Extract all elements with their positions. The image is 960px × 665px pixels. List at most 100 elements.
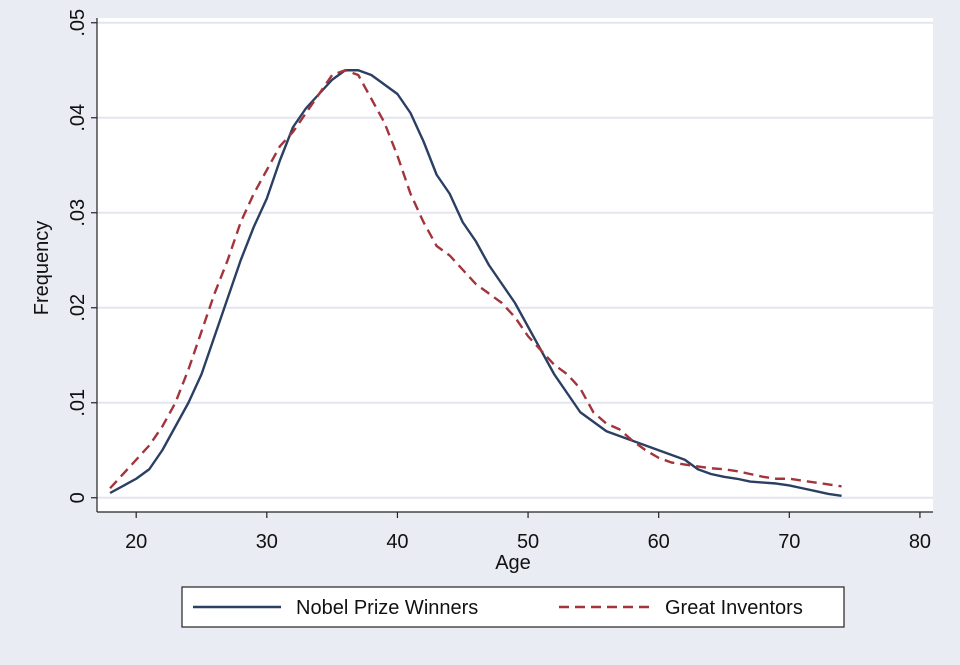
x-tick-label: 80 bbox=[909, 531, 931, 553]
data-point bbox=[356, 68, 360, 72]
grid-lines bbox=[97, 21, 933, 499]
data-point bbox=[827, 492, 831, 496]
data-point bbox=[565, 391, 569, 395]
legend-label: Great Inventors bbox=[665, 597, 803, 619]
data-point bbox=[278, 144, 282, 148]
data-point bbox=[487, 263, 491, 267]
data-point bbox=[213, 292, 217, 296]
data-point bbox=[526, 334, 530, 338]
data-point bbox=[578, 387, 582, 391]
data-point bbox=[435, 173, 439, 177]
data-point bbox=[539, 349, 543, 353]
data-point bbox=[108, 486, 112, 490]
data-point bbox=[787, 477, 791, 481]
data-point bbox=[657, 456, 661, 460]
data-point bbox=[748, 472, 752, 476]
data-point bbox=[186, 368, 190, 372]
data-point bbox=[827, 482, 831, 486]
data-point bbox=[461, 268, 465, 272]
data-point bbox=[526, 325, 530, 329]
series-line bbox=[109, 69, 842, 490]
data-point bbox=[840, 494, 844, 498]
data-point bbox=[696, 464, 700, 468]
data-point bbox=[448, 192, 452, 196]
data-point bbox=[683, 458, 687, 462]
data-point bbox=[800, 486, 804, 490]
data-point bbox=[369, 97, 373, 101]
data-point bbox=[278, 159, 282, 163]
data-series bbox=[108, 68, 844, 498]
data-point bbox=[552, 363, 556, 367]
data-point bbox=[474, 239, 478, 243]
data-point bbox=[304, 106, 308, 110]
x-tick-label: 20 bbox=[125, 531, 147, 553]
data-point bbox=[748, 480, 752, 484]
data-point bbox=[382, 83, 386, 87]
data-point bbox=[409, 111, 413, 115]
axes: 0 .01 .02 .03 .04 .05 20 30 40 50 60 70 80 bbox=[67, 9, 933, 553]
data-point bbox=[265, 197, 269, 201]
data-point bbox=[108, 491, 112, 495]
data-point bbox=[787, 483, 791, 487]
legend-box bbox=[181, 586, 845, 628]
data-point bbox=[500, 301, 504, 305]
data-point bbox=[395, 154, 399, 158]
data-point bbox=[395, 92, 399, 96]
y-axis-label: Frequency bbox=[31, 221, 53, 316]
data-point bbox=[761, 475, 765, 479]
data-point bbox=[147, 444, 151, 448]
data-point bbox=[813, 481, 817, 485]
data-point bbox=[513, 301, 517, 305]
data-point bbox=[186, 401, 190, 405]
data-point bbox=[422, 220, 426, 224]
legend: Nobel Prize Winners Great Inventors bbox=[181, 586, 845, 628]
data-point bbox=[774, 477, 778, 481]
data-point bbox=[474, 282, 478, 286]
data-point bbox=[761, 481, 765, 485]
data-point bbox=[800, 479, 804, 483]
data-point bbox=[722, 467, 726, 471]
data-point bbox=[173, 425, 177, 429]
data-point bbox=[239, 258, 243, 262]
data-point bbox=[722, 475, 726, 479]
data-point bbox=[565, 372, 569, 376]
data-point bbox=[200, 330, 204, 334]
data-point bbox=[291, 130, 295, 134]
data-point bbox=[709, 472, 713, 476]
data-point bbox=[134, 477, 138, 481]
data-point bbox=[252, 225, 256, 229]
x-tick-label: 70 bbox=[778, 531, 800, 553]
data-point bbox=[735, 469, 739, 473]
data-point bbox=[317, 92, 321, 96]
series-nobel-prize-winners bbox=[108, 68, 844, 498]
y-tick-label: .02 bbox=[67, 294, 89, 322]
data-point bbox=[304, 111, 308, 115]
y-tick-label: .05 bbox=[67, 9, 89, 37]
data-point bbox=[173, 401, 177, 405]
data-point bbox=[343, 68, 347, 72]
data-point bbox=[382, 121, 386, 125]
data-point bbox=[774, 482, 778, 486]
data-point bbox=[226, 296, 230, 300]
data-point bbox=[500, 282, 504, 286]
x-tick-label: 30 bbox=[256, 531, 278, 553]
data-point bbox=[644, 444, 648, 448]
y-tick-label: .01 bbox=[67, 389, 89, 417]
data-point bbox=[683, 463, 687, 467]
data-point bbox=[252, 192, 256, 196]
y-tick-label: .04 bbox=[67, 104, 89, 132]
data-point bbox=[578, 410, 582, 414]
data-point bbox=[840, 484, 844, 488]
data-point bbox=[670, 453, 674, 457]
data-point bbox=[657, 448, 661, 452]
legend-item: Great Inventors bbox=[559, 597, 803, 619]
x-axis-label: Age bbox=[495, 552, 531, 574]
data-point bbox=[631, 439, 635, 443]
data-point bbox=[160, 448, 164, 452]
data-point bbox=[160, 425, 164, 429]
data-point bbox=[369, 73, 373, 77]
data-point bbox=[618, 427, 622, 431]
data-point bbox=[409, 192, 413, 196]
